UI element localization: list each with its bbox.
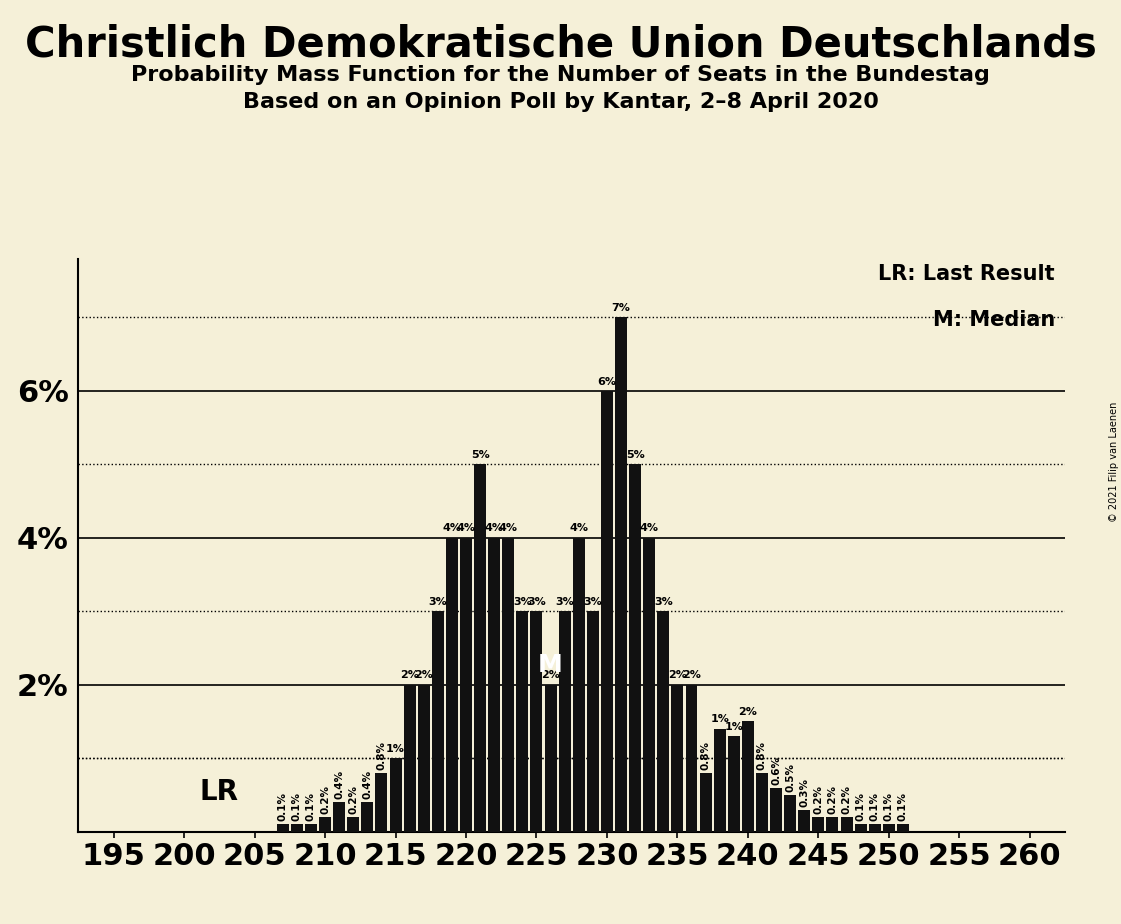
Text: 3%: 3%	[527, 597, 546, 607]
Text: 5%: 5%	[626, 450, 645, 460]
Text: 4%: 4%	[569, 523, 589, 533]
Text: Based on an Opinion Poll by Kantar, 2–8 April 2020: Based on an Opinion Poll by Kantar, 2–8 …	[242, 92, 879, 113]
Bar	[319, 817, 331, 832]
Bar	[756, 772, 768, 832]
Bar	[558, 612, 571, 832]
Bar	[785, 795, 796, 832]
Text: 2%: 2%	[739, 707, 758, 717]
Bar	[897, 824, 909, 832]
Bar	[841, 817, 852, 832]
Bar	[333, 802, 345, 832]
Bar	[361, 802, 373, 832]
Text: 0.1%: 0.1%	[306, 792, 316, 821]
Bar	[390, 759, 401, 832]
Text: 3%: 3%	[428, 597, 447, 607]
Text: LR: LR	[200, 778, 239, 806]
Text: 0.8%: 0.8%	[377, 741, 387, 770]
Bar	[517, 612, 528, 832]
Text: 0.2%: 0.2%	[842, 785, 852, 814]
Text: 0.3%: 0.3%	[799, 778, 809, 807]
Text: 3%: 3%	[513, 597, 531, 607]
Bar	[418, 685, 429, 832]
Text: 0.2%: 0.2%	[814, 785, 823, 814]
Bar	[826, 817, 839, 832]
Text: LR: Last Result: LR: Last Result	[879, 264, 1055, 285]
Text: M: M	[538, 653, 563, 677]
Text: 0.2%: 0.2%	[321, 785, 330, 814]
Bar	[601, 391, 613, 832]
Bar	[432, 612, 444, 832]
Bar	[883, 824, 895, 832]
Bar	[869, 824, 881, 832]
Text: Christlich Demokratische Union Deutschlands: Christlich Demokratische Union Deutschla…	[25, 23, 1096, 65]
Bar	[291, 824, 303, 832]
Text: 0.1%: 0.1%	[291, 792, 302, 821]
Text: 0.8%: 0.8%	[701, 741, 711, 770]
Bar	[502, 538, 515, 832]
Text: 3%: 3%	[555, 597, 574, 607]
Bar	[728, 736, 740, 832]
Text: 0.4%: 0.4%	[362, 771, 372, 799]
Text: 0.4%: 0.4%	[334, 771, 344, 799]
Bar	[798, 809, 810, 832]
Text: 3%: 3%	[654, 597, 673, 607]
Text: 4%: 4%	[499, 523, 518, 533]
Bar	[545, 685, 556, 832]
Bar	[530, 612, 543, 832]
Bar	[474, 465, 487, 832]
Bar	[629, 465, 641, 832]
Text: 0.2%: 0.2%	[349, 785, 359, 814]
Bar	[489, 538, 500, 832]
Text: 2%: 2%	[682, 670, 701, 680]
Text: Probability Mass Function for the Number of Seats in the Bundestag: Probability Mass Function for the Number…	[131, 65, 990, 85]
Text: 7%: 7%	[612, 303, 630, 313]
Text: 3%: 3%	[583, 597, 602, 607]
Text: 1%: 1%	[386, 744, 405, 754]
Text: 2%: 2%	[541, 670, 560, 680]
Text: 0.5%: 0.5%	[785, 763, 795, 792]
Bar	[460, 538, 472, 832]
Text: 0.1%: 0.1%	[898, 792, 908, 821]
Text: M: Median: M: Median	[933, 310, 1055, 330]
Bar	[404, 685, 416, 832]
Text: 5%: 5%	[471, 450, 490, 460]
Text: 0.1%: 0.1%	[278, 792, 288, 821]
Bar	[657, 612, 669, 832]
Bar	[686, 685, 697, 832]
Bar	[700, 772, 712, 832]
Text: 1%: 1%	[711, 714, 729, 724]
Bar	[714, 729, 725, 832]
Text: 0.6%: 0.6%	[771, 756, 781, 784]
Text: 4%: 4%	[456, 523, 475, 533]
Text: 2%: 2%	[400, 670, 419, 680]
Text: 1%: 1%	[724, 722, 743, 732]
Bar	[615, 318, 627, 832]
Bar	[813, 817, 824, 832]
Text: 4%: 4%	[443, 523, 462, 533]
Text: 0.1%: 0.1%	[855, 792, 865, 821]
Bar	[770, 787, 782, 832]
Text: 0.1%: 0.1%	[870, 792, 880, 821]
Bar	[587, 612, 599, 832]
Bar	[643, 538, 655, 832]
Text: 4%: 4%	[640, 523, 659, 533]
Text: 2%: 2%	[415, 670, 433, 680]
Text: 2%: 2%	[668, 670, 687, 680]
Bar	[277, 824, 289, 832]
Text: 6%: 6%	[597, 376, 617, 386]
Text: 0.2%: 0.2%	[827, 785, 837, 814]
Bar	[854, 824, 867, 832]
Bar	[305, 824, 317, 832]
Bar	[573, 538, 585, 832]
Text: © 2021 Filip van Laenen: © 2021 Filip van Laenen	[1109, 402, 1119, 522]
Text: 4%: 4%	[484, 523, 503, 533]
Text: 0.1%: 0.1%	[883, 792, 893, 821]
Bar	[671, 685, 684, 832]
Bar	[446, 538, 457, 832]
Bar	[348, 817, 359, 832]
Text: 0.8%: 0.8%	[757, 741, 767, 770]
Bar	[376, 772, 388, 832]
Bar	[742, 722, 753, 832]
